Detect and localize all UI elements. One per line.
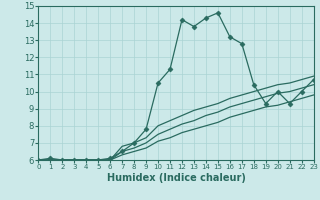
X-axis label: Humidex (Indice chaleur): Humidex (Indice chaleur) [107, 173, 245, 183]
